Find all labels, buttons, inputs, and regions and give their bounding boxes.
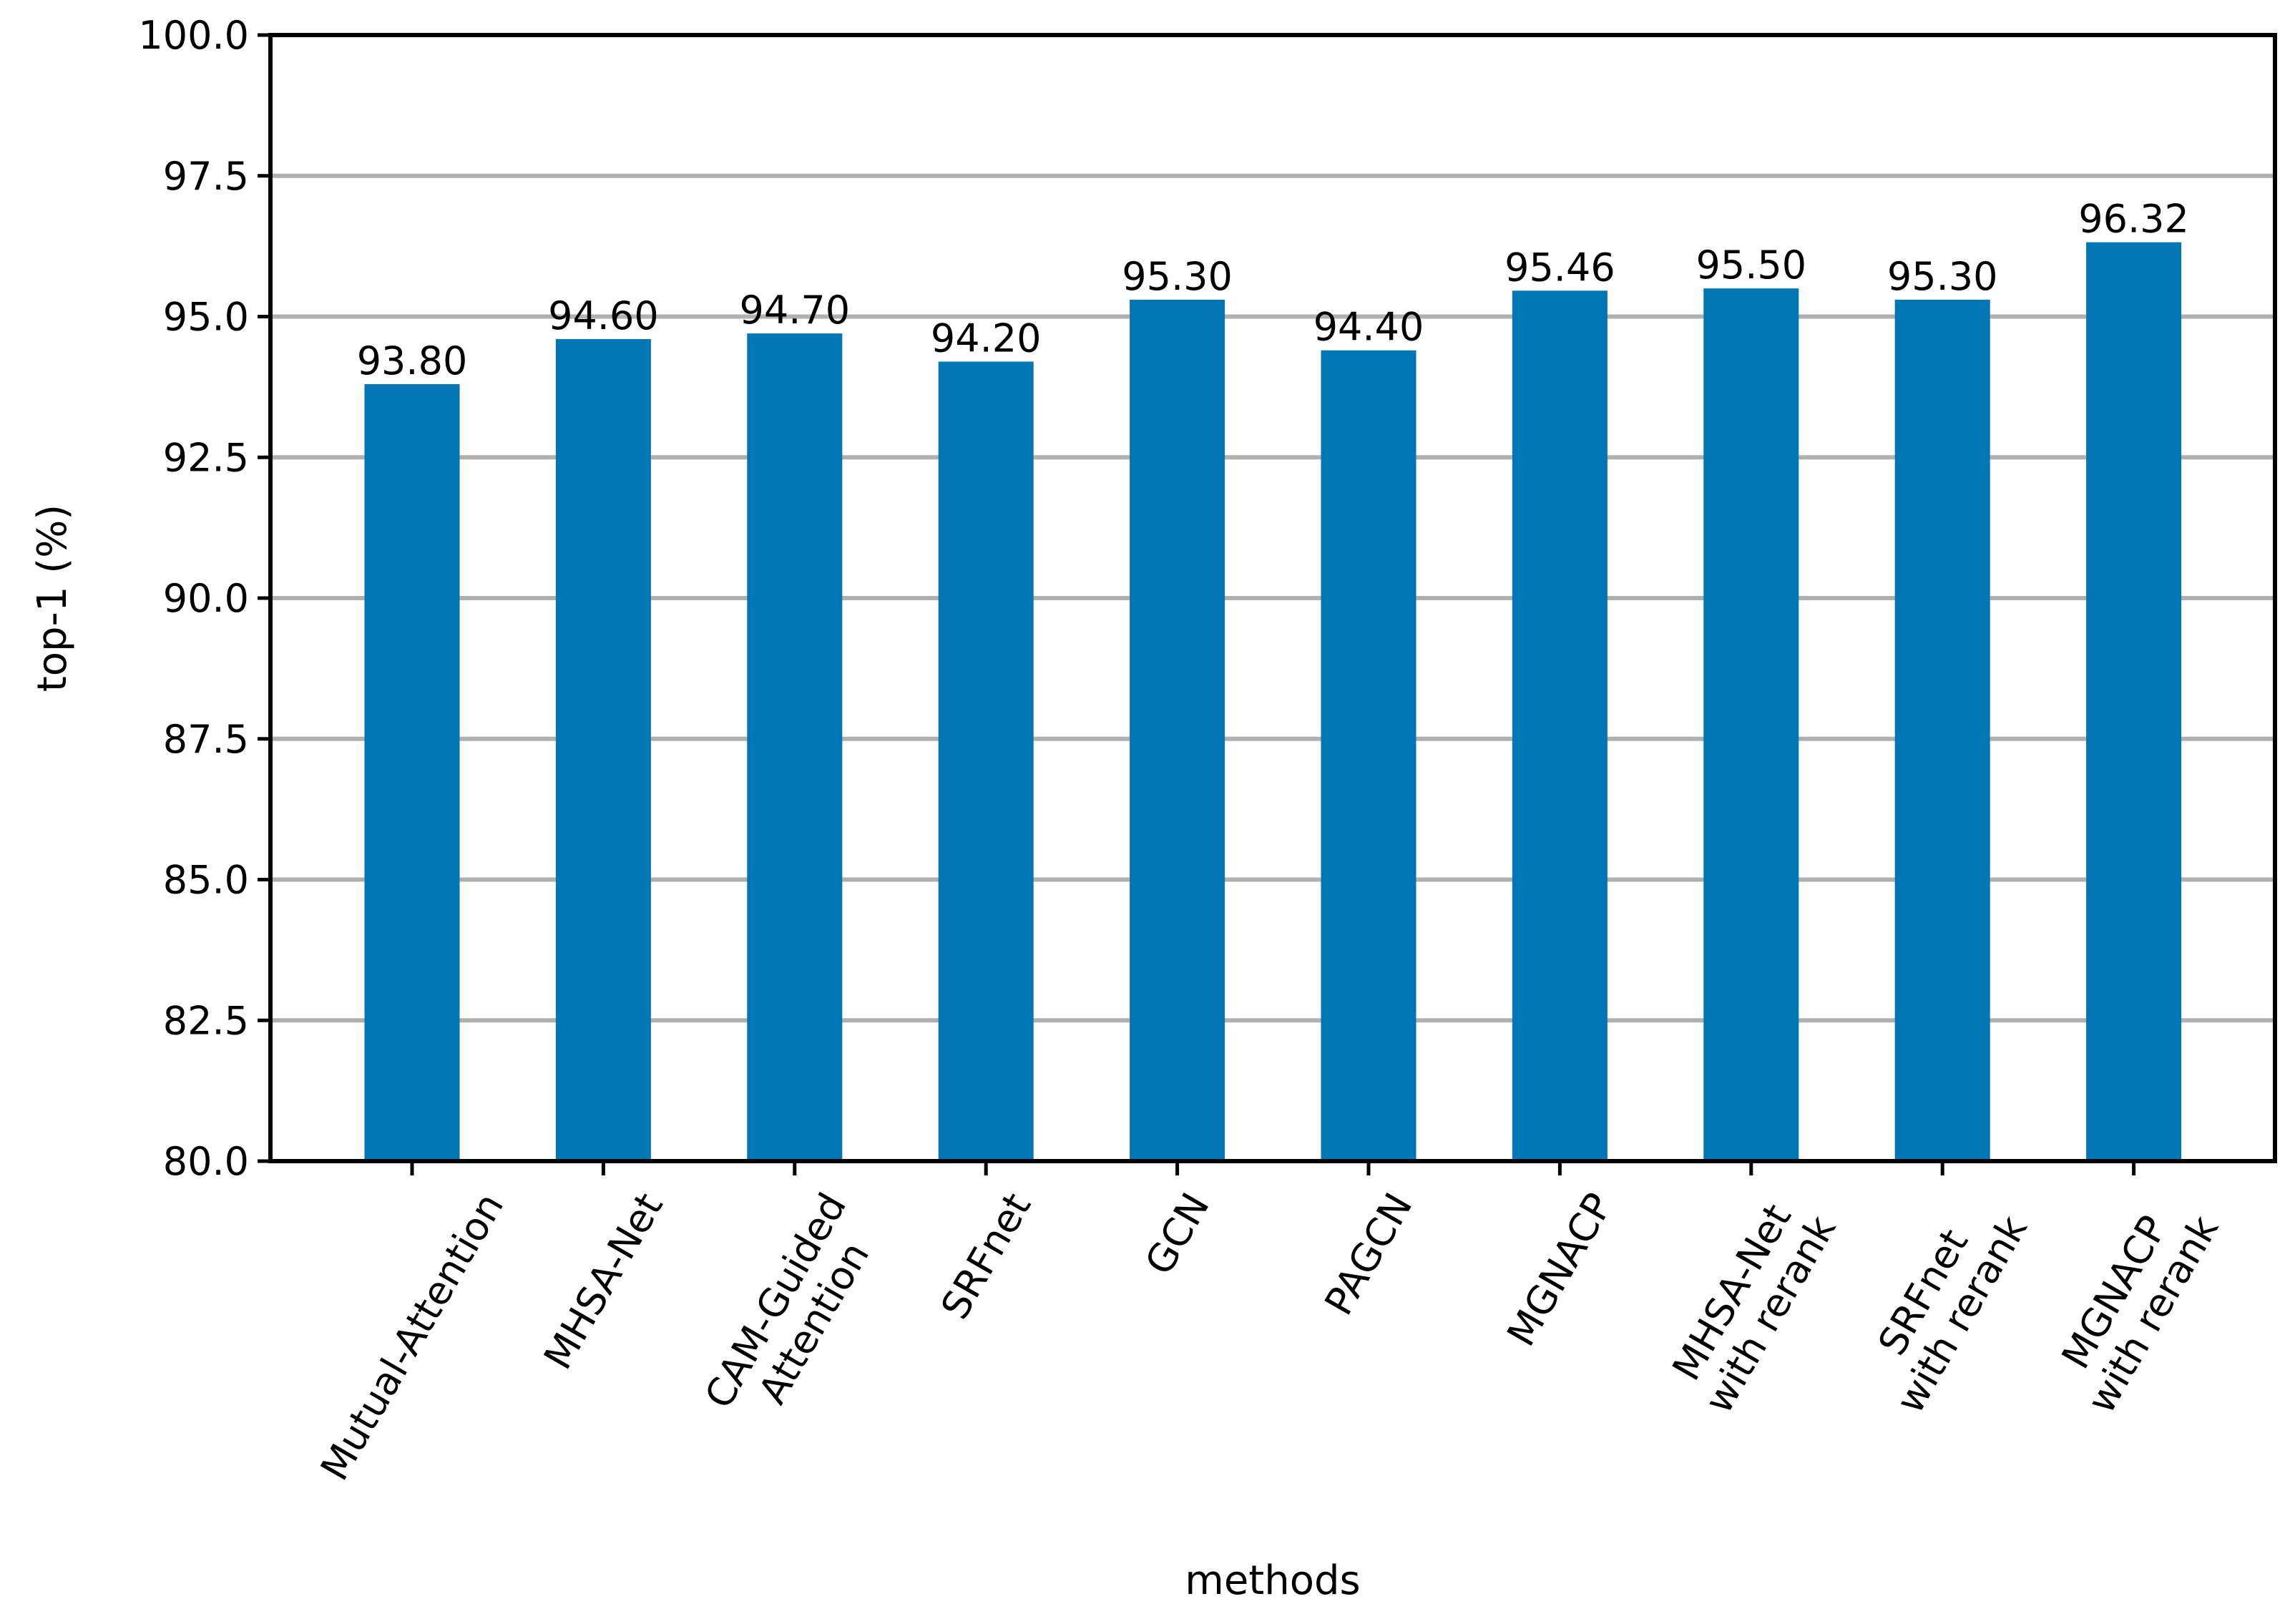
y-tick-label: 95.0 [163, 295, 249, 340]
svg-text:MGNACPwith rerank: MGNACPwith rerank [2040, 1185, 2228, 1421]
svg-text:SRFnetwith rerank: SRFnetwith rerank [1849, 1185, 2036, 1421]
bar [1512, 290, 1608, 1162]
svg-text:GCN: GCN [1136, 1185, 1218, 1282]
y-tick-label: 90.0 [163, 576, 249, 621]
bar [1130, 299, 1225, 1161]
svg-text:MHSA-Netwith rerank: MHSA-Netwith rerank [1658, 1185, 1845, 1421]
x-tick-label: PAGCN [1316, 1185, 1421, 1323]
bar-value-label: 93.80 [357, 338, 468, 383]
svg-text:MGNACP: MGNACP [1498, 1185, 1621, 1354]
svg-text:SRFnet: SRFnet [932, 1185, 1039, 1326]
svg-text:MHSA-Net: MHSA-Net [535, 1185, 672, 1377]
bar-value-label: 94.60 [548, 293, 659, 338]
x-tick-label: SRFnet [932, 1185, 1039, 1326]
bar [1703, 288, 1799, 1161]
bar-value-label: 95.30 [1122, 254, 1233, 299]
y-tick-label: 100.0 [138, 13, 249, 58]
x-tick-label: GCN [1136, 1185, 1218, 1282]
bar-value-label: 94.70 [740, 288, 851, 333]
x-tick-label: MGNACPwith rerank [2040, 1185, 2228, 1421]
bar-value-label: 95.50 [1696, 243, 1807, 288]
y-tick-label: 82.5 [163, 998, 249, 1043]
y-tick-label: 85.0 [163, 858, 249, 903]
bar-value-label: 95.46 [1504, 245, 1615, 290]
bar [555, 338, 651, 1162]
y-axis-label: top-1 (%) [29, 504, 76, 692]
x-tick-label: Mutual-Attention [312, 1185, 512, 1488]
bar [2086, 242, 2182, 1162]
bar-value-label: 94.20 [931, 315, 1042, 361]
svg-text:CAM-GuidedAttention: CAM-GuidedAttention [696, 1185, 894, 1438]
x-ticks: Mutual-Attention MHSA-Net CAM-GuidedAttent… [312, 1161, 2228, 1488]
bar [747, 333, 843, 1161]
axes-frame [268, 33, 2277, 1163]
svg-text:PAGCN: PAGCN [1316, 1185, 1421, 1323]
x-tick-label: MGNACP [1498, 1185, 1621, 1354]
bar-value-label: 95.30 [1887, 254, 1998, 299]
bar-value-label: 94.40 [1313, 305, 1424, 350]
y-tick-label: 87.5 [163, 717, 249, 762]
y-tick-label: 80.0 [163, 1139, 249, 1184]
bar [364, 383, 460, 1162]
svg-text:Mutual-Attention: Mutual-Attention [312, 1185, 512, 1488]
x-tick-label: MHSA-Net [535, 1185, 672, 1377]
x-tick-label: MHSA-Netwith rerank [1658, 1185, 1845, 1421]
x-axis-label: methods [1185, 1557, 1360, 1604]
y-tick-label: 97.5 [163, 154, 249, 199]
bar [1894, 299, 1990, 1161]
y-tick-label: 92.5 [163, 435, 249, 480]
bar-value-label: 96.32 [2078, 197, 2189, 242]
x-tick-label: CAM-GuidedAttention [696, 1185, 894, 1438]
bar [938, 361, 1034, 1162]
y-ticks: 80.0 82.5 85.0 87.5 90.0 92.5 95.0 97.5 100.0 [138, 13, 270, 1184]
bar [1321, 350, 1416, 1162]
x-tick-label: SRFnetwith rerank [1849, 1185, 2036, 1421]
bars [364, 242, 2182, 1162]
value-labels: 93.80 94.60 94.70 94.20 95.30 94.40 95.46 95.50… [357, 197, 2189, 383]
